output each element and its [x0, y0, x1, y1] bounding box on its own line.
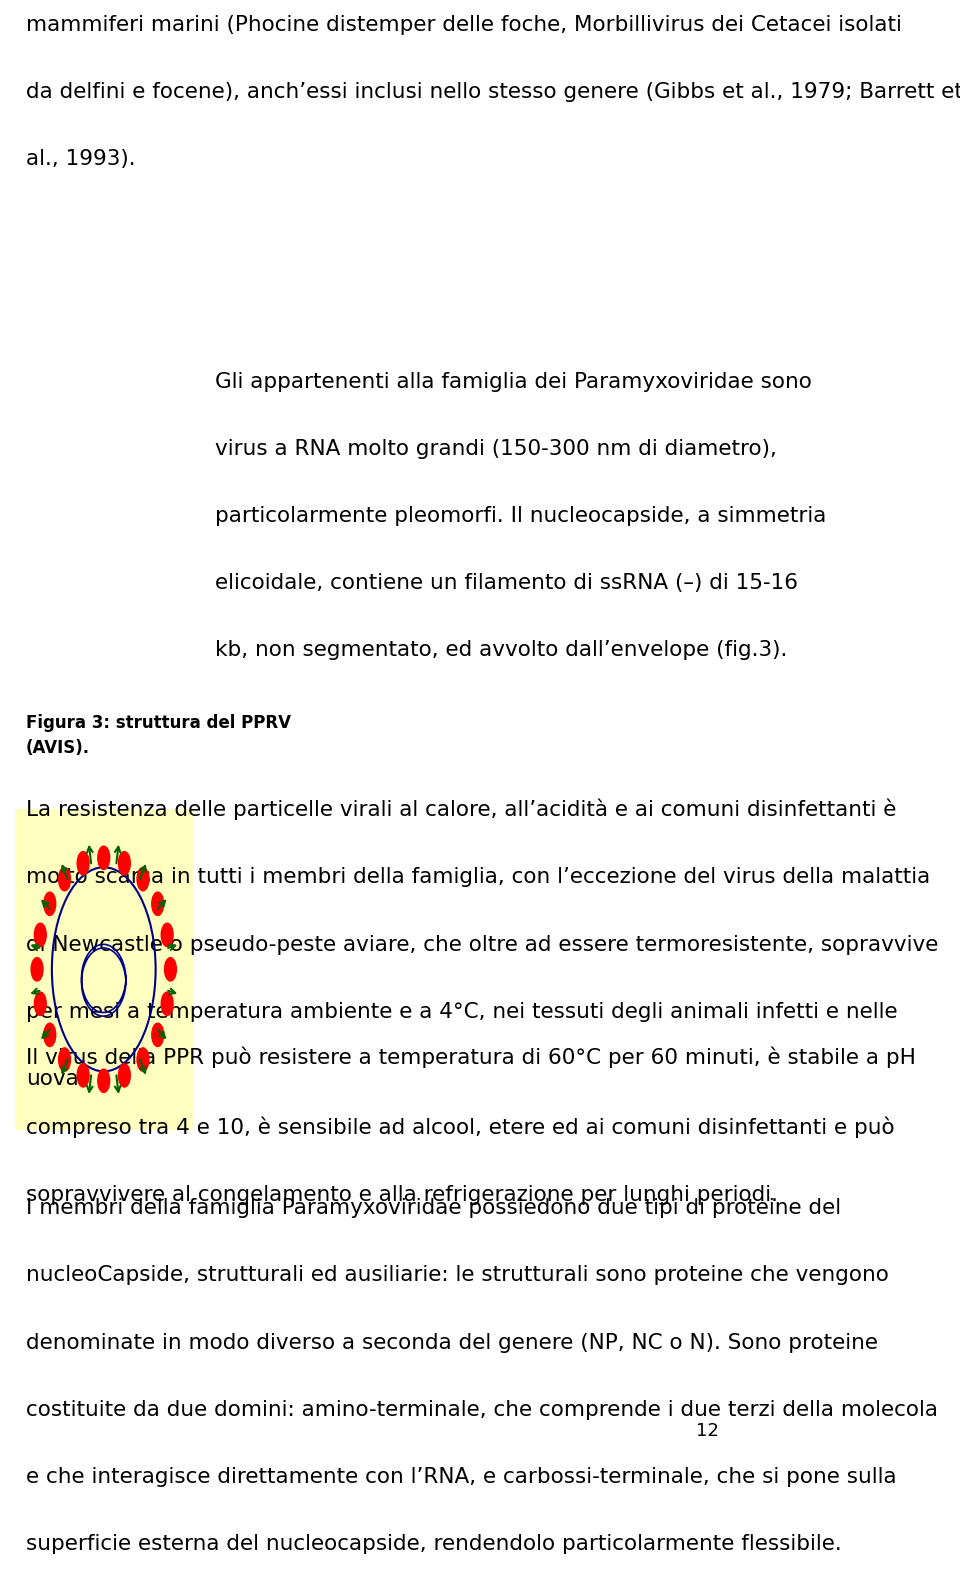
Text: 12: 12 [696, 1423, 719, 1440]
Circle shape [44, 892, 56, 916]
Circle shape [98, 845, 109, 869]
Circle shape [118, 1064, 131, 1088]
Circle shape [52, 868, 156, 1072]
Circle shape [98, 1069, 109, 1093]
Circle shape [152, 1024, 163, 1046]
Text: La resistenza delle particelle virali al calore, all’acidità e ai comuni disinfe: La resistenza delle particelle virali al… [26, 799, 938, 1089]
Circle shape [161, 992, 173, 1016]
Circle shape [35, 992, 46, 1016]
FancyBboxPatch shape [14, 809, 193, 1129]
Circle shape [59, 1048, 70, 1072]
Text: Gli appartenenti alla famiglia dei Paramyxoviridae sono

virus a RNA molto grand: Gli appartenenti alla famiglia dei Param… [215, 372, 827, 660]
Circle shape [118, 852, 131, 876]
Circle shape [164, 957, 177, 981]
Circle shape [35, 924, 46, 946]
Circle shape [77, 852, 89, 876]
Text: Figura 3: struttura del PPRV
(AVIS).: Figura 3: struttura del PPRV (AVIS). [26, 715, 291, 758]
Text: mammiferi marini (Phocine distemper delle foche, Morbillivirus dei Cetacei isola: mammiferi marini (Phocine distemper dell… [26, 14, 960, 169]
Circle shape [152, 892, 163, 916]
Circle shape [137, 868, 149, 890]
Circle shape [31, 957, 43, 981]
Circle shape [161, 924, 173, 946]
Text: I membri della famiglia Paramyxoviridae possiedono due tipi di proteine del

nuc: I membri della famiglia Paramyxoviridae … [26, 1198, 938, 1554]
Text: Il virus della PPR può resistere a temperatura di 60°C per 60 minuti, è stabile : Il virus della PPR può resistere a tempe… [26, 1046, 916, 1206]
Circle shape [59, 868, 70, 890]
Circle shape [44, 1024, 56, 1046]
Circle shape [77, 1064, 89, 1088]
Circle shape [137, 1048, 149, 1072]
